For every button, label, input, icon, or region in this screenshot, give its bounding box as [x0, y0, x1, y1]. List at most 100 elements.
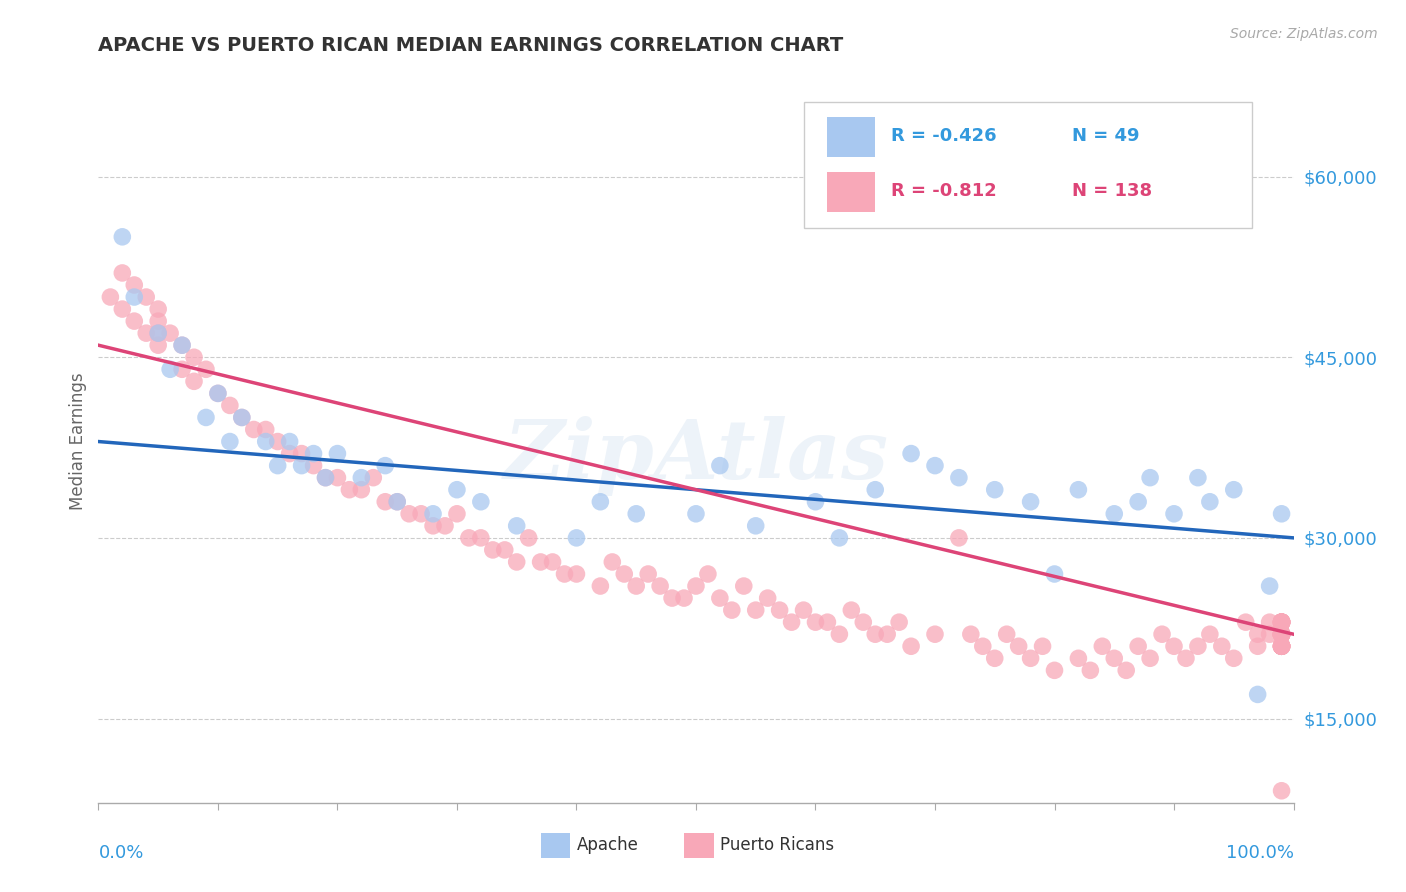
Text: APACHE VS PUERTO RICAN MEDIAN EARNINGS CORRELATION CHART: APACHE VS PUERTO RICAN MEDIAN EARNINGS C… [98, 36, 844, 54]
Point [124, 277, 146, 292]
Point [589, 494, 612, 508]
Point [111, 266, 134, 280]
Point [984, 483, 1007, 497]
Point [1163, 639, 1185, 653]
Point [98, 290, 122, 304]
Text: Puerto Ricans: Puerto Ricans [720, 837, 834, 855]
Point [817, 615, 839, 630]
Point [350, 483, 373, 497]
Point [1234, 615, 1257, 630]
Point [769, 603, 792, 617]
Point [1043, 567, 1066, 582]
Point [1199, 494, 1222, 508]
Point [709, 458, 731, 473]
Point [1271, 627, 1294, 641]
Point [828, 627, 851, 641]
Point [1128, 494, 1150, 508]
Point [135, 290, 157, 304]
Text: R = -0.812: R = -0.812 [891, 182, 997, 201]
Point [876, 627, 898, 641]
Point [1115, 664, 1137, 678]
FancyBboxPatch shape [804, 102, 1251, 228]
Point [673, 591, 696, 605]
Text: Apache: Apache [576, 837, 638, 855]
Point [1271, 639, 1294, 653]
Point [1271, 627, 1294, 641]
Point [1271, 639, 1294, 653]
Point [1152, 627, 1174, 641]
Point [1271, 639, 1294, 653]
Point [446, 507, 468, 521]
Point [1019, 651, 1042, 665]
Point [1104, 651, 1126, 665]
Point [207, 386, 229, 401]
Point [1271, 615, 1294, 630]
Point [494, 542, 516, 557]
Point [219, 398, 242, 412]
Point [183, 350, 205, 364]
Point [565, 531, 588, 545]
Point [1139, 651, 1161, 665]
Point [1175, 651, 1198, 665]
Point [506, 555, 529, 569]
Point [1271, 639, 1294, 653]
Point [1223, 483, 1246, 497]
Point [291, 458, 314, 473]
Y-axis label: Median Earnings: Median Earnings [69, 373, 87, 510]
Point [326, 446, 349, 460]
Point [948, 470, 970, 484]
Point [159, 326, 181, 340]
Point [411, 507, 433, 521]
Point [1271, 627, 1294, 641]
Point [302, 446, 325, 460]
Point [637, 567, 659, 582]
Point [565, 567, 588, 582]
Point [1271, 627, 1294, 641]
Point [111, 301, 134, 317]
Point [1008, 639, 1031, 653]
Point [541, 555, 564, 569]
Point [1271, 507, 1294, 521]
Point [1271, 615, 1294, 630]
Point [613, 567, 636, 582]
Point [148, 314, 170, 328]
Bar [541, 833, 571, 858]
Point [1211, 639, 1233, 653]
Text: ZipAtlas: ZipAtlas [503, 416, 889, 496]
Point [1271, 615, 1294, 630]
Point [1128, 639, 1150, 653]
Text: N = 138: N = 138 [1073, 182, 1153, 201]
Point [398, 507, 420, 521]
Point [1043, 664, 1066, 678]
Point [195, 410, 218, 425]
Bar [685, 833, 714, 858]
Point [1271, 627, 1294, 641]
Text: 100.0%: 100.0% [1226, 845, 1294, 863]
Point [602, 555, 624, 569]
Point [315, 470, 337, 484]
Point [1271, 627, 1294, 641]
Point [650, 579, 672, 593]
Point [302, 458, 325, 473]
Point [363, 470, 385, 484]
Point [960, 627, 983, 641]
Point [1271, 639, 1294, 653]
Point [733, 579, 755, 593]
Point [148, 326, 170, 340]
Point [1271, 615, 1294, 630]
Point [1271, 639, 1294, 653]
Point [995, 627, 1018, 641]
Point [793, 603, 815, 617]
Point [124, 314, 146, 328]
Point [1271, 627, 1294, 641]
Text: R = -0.426: R = -0.426 [891, 128, 997, 145]
Point [1258, 627, 1281, 641]
Point [709, 591, 731, 605]
Point [589, 579, 612, 593]
Point [470, 531, 492, 545]
Point [924, 627, 946, 641]
Point [852, 615, 875, 630]
Point [219, 434, 242, 449]
Point [434, 518, 457, 533]
Point [267, 434, 290, 449]
